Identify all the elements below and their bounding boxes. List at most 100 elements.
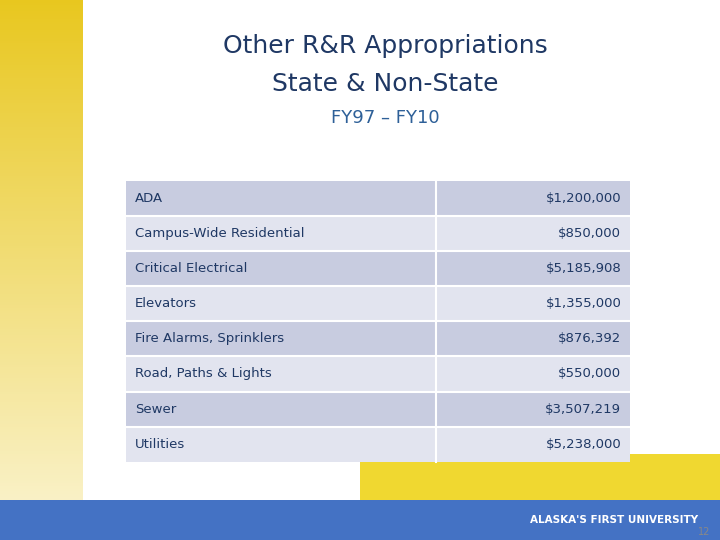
Bar bbox=[0, 197, 83, 200]
Text: 12: 12 bbox=[698, 527, 711, 537]
Bar bbox=[0, 22, 83, 24]
Bar bbox=[0, 462, 83, 464]
Bar bbox=[0, 0, 83, 3]
Bar bbox=[126, 251, 630, 286]
Bar bbox=[0, 132, 83, 135]
Bar bbox=[0, 486, 83, 489]
Bar bbox=[0, 518, 83, 521]
Bar bbox=[0, 481, 83, 483]
Bar bbox=[0, 24, 83, 27]
Bar bbox=[0, 5, 83, 8]
Bar bbox=[0, 43, 83, 46]
Bar bbox=[0, 230, 83, 232]
Bar bbox=[0, 346, 83, 348]
Bar bbox=[0, 51, 83, 54]
Bar bbox=[0, 176, 83, 178]
Bar bbox=[0, 475, 83, 478]
Bar bbox=[0, 392, 83, 394]
Bar bbox=[0, 105, 83, 108]
Bar bbox=[0, 400, 83, 402]
Bar bbox=[0, 292, 83, 294]
Bar bbox=[0, 49, 83, 51]
Bar bbox=[0, 310, 83, 313]
Bar bbox=[0, 483, 83, 486]
Bar bbox=[0, 262, 83, 265]
Bar bbox=[0, 437, 83, 440]
Bar bbox=[0, 138, 83, 140]
Text: FY97 – FY10: FY97 – FY10 bbox=[331, 109, 439, 127]
Bar bbox=[126, 181, 630, 216]
Bar bbox=[0, 470, 83, 472]
Text: Sewer: Sewer bbox=[135, 402, 176, 416]
Bar bbox=[0, 227, 83, 229]
Bar bbox=[0, 40, 83, 43]
Bar bbox=[0, 421, 83, 424]
Bar bbox=[0, 235, 83, 238]
Bar bbox=[0, 46, 83, 49]
Bar bbox=[0, 454, 83, 456]
Bar bbox=[0, 265, 83, 267]
Text: $5,185,908: $5,185,908 bbox=[546, 262, 621, 275]
Bar bbox=[0, 273, 83, 275]
Bar bbox=[0, 524, 83, 526]
Bar bbox=[0, 200, 83, 202]
Bar bbox=[0, 224, 83, 227]
Bar bbox=[0, 327, 83, 329]
Bar bbox=[0, 427, 83, 429]
Bar bbox=[0, 221, 83, 224]
Bar bbox=[0, 94, 83, 97]
Bar bbox=[0, 278, 83, 281]
Bar bbox=[0, 100, 83, 103]
Bar bbox=[0, 418, 83, 421]
Bar bbox=[0, 211, 83, 213]
Bar bbox=[0, 73, 83, 76]
Bar bbox=[0, 316, 83, 319]
Text: ALASKA'S FIRST UNIVERSITY: ALASKA'S FIRST UNIVERSITY bbox=[530, 515, 698, 525]
Bar bbox=[0, 154, 83, 157]
Bar bbox=[126, 321, 630, 356]
Bar bbox=[0, 78, 83, 81]
Bar bbox=[0, 173, 83, 176]
Bar bbox=[0, 300, 83, 302]
Bar bbox=[0, 8, 83, 11]
Bar bbox=[0, 343, 83, 346]
Bar bbox=[0, 424, 83, 427]
Bar bbox=[0, 408, 83, 410]
Bar bbox=[0, 113, 83, 116]
Bar bbox=[0, 251, 83, 254]
Bar bbox=[0, 305, 83, 308]
Bar bbox=[0, 62, 83, 65]
Bar bbox=[0, 532, 83, 535]
Bar bbox=[0, 370, 83, 373]
Bar bbox=[0, 478, 83, 481]
Bar bbox=[0, 448, 83, 451]
Bar bbox=[0, 124, 83, 127]
Bar bbox=[126, 427, 630, 462]
Bar bbox=[0, 213, 83, 216]
Bar bbox=[0, 405, 83, 408]
Bar bbox=[0, 232, 83, 235]
Bar bbox=[0, 497, 83, 500]
Bar bbox=[0, 97, 83, 100]
Bar bbox=[0, 284, 83, 286]
Bar bbox=[0, 429, 83, 432]
Bar bbox=[0, 464, 83, 467]
Text: Critical Electrical: Critical Electrical bbox=[135, 262, 247, 275]
Bar bbox=[0, 381, 83, 383]
Bar bbox=[0, 502, 83, 505]
Bar bbox=[0, 491, 83, 494]
Bar bbox=[0, 108, 83, 111]
Bar bbox=[0, 81, 83, 84]
Bar bbox=[0, 14, 83, 16]
Bar bbox=[0, 500, 720, 540]
Bar bbox=[0, 35, 83, 38]
Text: State & Non-State: State & Non-State bbox=[272, 72, 498, 96]
Bar bbox=[0, 246, 83, 248]
Bar bbox=[0, 459, 83, 462]
Bar bbox=[0, 170, 83, 173]
Bar bbox=[0, 367, 83, 370]
Bar bbox=[0, 267, 83, 270]
Bar bbox=[0, 248, 83, 251]
Bar bbox=[0, 335, 83, 338]
Bar bbox=[0, 130, 83, 132]
